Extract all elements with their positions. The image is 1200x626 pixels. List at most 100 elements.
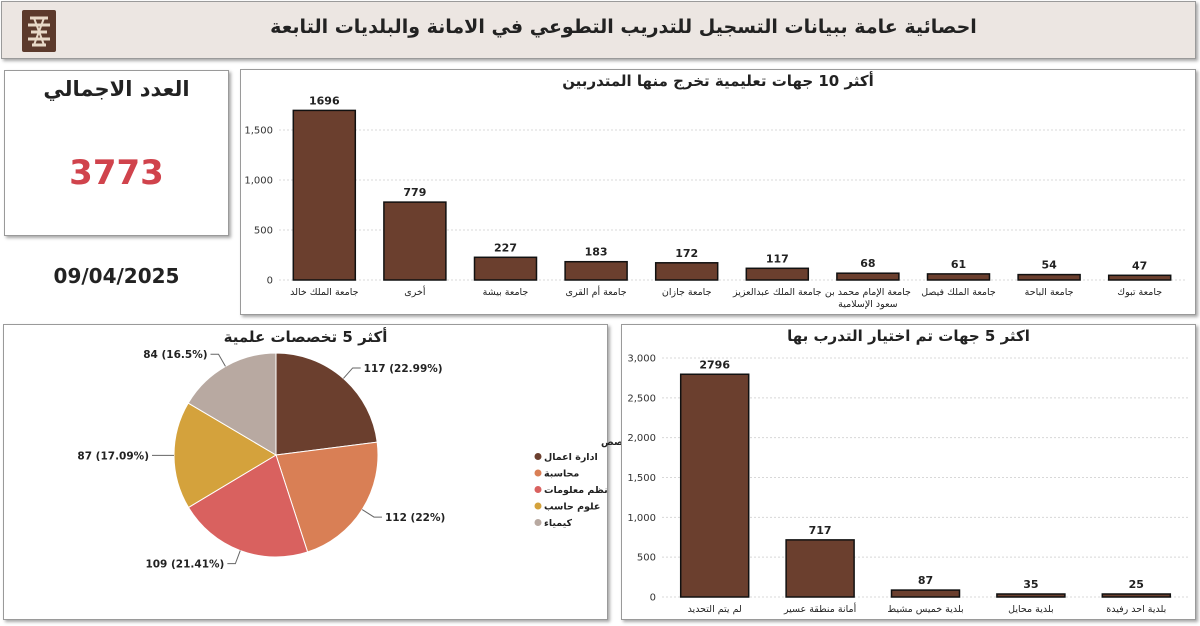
- x-category-line: جامعة الملك عبدالعزيز: [732, 287, 822, 298]
- x-category-label: جامعة الملك عبدالعزيز: [732, 287, 822, 298]
- pie-data-label: 117 (22.99%): [364, 363, 443, 375]
- legend-swatch: [534, 469, 542, 477]
- legend-item: محاسبة: [544, 469, 579, 480]
- y-tick-label: 2,500: [627, 393, 656, 404]
- x-category-label: بلدية خميس مشيط: [887, 604, 963, 615]
- x-category-line: جامعة الإمام محمد بن: [825, 287, 911, 298]
- pie-leader-line: [361, 509, 382, 518]
- pie-leader-line: [210, 353, 226, 367]
- legend-swatch: [534, 502, 542, 510]
- x-category-label: أمانة منطقة عسير: [783, 602, 857, 615]
- data-label: 1696: [309, 94, 340, 107]
- data-label: 35: [1023, 578, 1038, 591]
- x-category-line: جامعة أم القرى: [566, 285, 627, 298]
- x-category-label: جامعة الباحة: [1025, 287, 1074, 298]
- x-category-label: أخرى: [404, 285, 426, 298]
- bar: [654, 262, 719, 281]
- top-specializations-svg: 117 (22.99%) 112 (22%) 109 (21.41%) 87 (17.…: [77, 349, 640, 571]
- data-label: 117: [766, 252, 789, 265]
- report-date: 09/04/2025: [53, 264, 180, 288]
- x-category-label: جامعة الإمام محمد بن سعود الإسلامية: [825, 287, 911, 310]
- y-tick-label: 0: [267, 276, 273, 287]
- bar: [564, 260, 628, 281]
- bar: [1107, 274, 1172, 281]
- pie-leader-line: [343, 367, 361, 379]
- pie-data-label: 109 (21.41%): [145, 559, 224, 571]
- top-institutions-svg: 0 500 1,000 1,500 1696 جامعة الملك خالد 779 أخر…: [244, 94, 1185, 310]
- top-specializations-chart: أكثر 5 تخصصات علمية 117 (22.99%) 112 (22%…: [3, 324, 641, 620]
- data-label: 25: [1129, 578, 1144, 591]
- y-tick-label: 2,000: [627, 433, 656, 444]
- data-label: 2796: [699, 358, 730, 371]
- pie-slice: [275, 352, 378, 456]
- pie-leader-line: [227, 550, 241, 565]
- bar: [292, 109, 357, 281]
- top-training-entities-chart: اكثر 5 جهات تم اختيار التدرب بها 0 500 1,0…: [621, 324, 1196, 620]
- legend-item: كيمياء: [544, 518, 573, 529]
- x-category-label: بلدية محايل: [1008, 604, 1054, 615]
- x-category-line: بلدية احد رفيدة: [1106, 604, 1166, 615]
- bar: [679, 373, 750, 598]
- y-tick-label: 500: [254, 226, 273, 237]
- x-category-line: أمانة منطقة عسير: [783, 602, 857, 615]
- y-tick-label: 3,000: [627, 354, 656, 365]
- x-category-line: جامعة الباحة: [1025, 287, 1074, 298]
- data-label: 87: [918, 574, 933, 587]
- data-label: 54: [1041, 259, 1057, 272]
- x-category-line: سعود الإسلامية: [838, 299, 897, 310]
- chart-title: اكثر 5 جهات تم اختيار التدرب بها: [787, 327, 1030, 345]
- page-title: احصائية عامة ببيانات التسجيل للتدريب الت…: [270, 16, 977, 38]
- x-category-line: بلدية محايل: [1008, 604, 1054, 615]
- bar: [890, 589, 961, 598]
- data-label: 183: [585, 246, 608, 259]
- bar: [745, 267, 810, 281]
- chart-title: أكثر 5 تخصصات علمية: [223, 328, 388, 346]
- legend-item: علوم حاسب: [544, 502, 600, 513]
- x-category-line: جامعة الملك خالد: [290, 287, 359, 298]
- legend-item: ادارة اعمال: [544, 452, 598, 463]
- top-training-entities-svg: 0 500 1,000 1,500 2,000 2,500 3,000 2796 لم يتم …: [627, 354, 1189, 615]
- x-category-line: جامعة جازان: [662, 287, 712, 298]
- bar: [1101, 593, 1172, 598]
- x-category-label: جامعة الملك خالد: [290, 287, 359, 298]
- pie-data-label: 112 (22%): [385, 512, 445, 524]
- data-label: 61: [951, 258, 966, 271]
- data-label: 68: [860, 257, 875, 270]
- x-category-line: جامعة تبوك: [1117, 287, 1162, 298]
- x-category-line: لم يتم التحديد: [688, 604, 742, 615]
- legend-swatch: [534, 486, 542, 493]
- x-category-label: جامعة الملك فيصل: [921, 287, 996, 298]
- logo-icon: [22, 10, 56, 52]
- total-value: 3773: [69, 153, 164, 193]
- data-label: 717: [809, 524, 832, 537]
- pie-slice: [173, 402, 277, 509]
- x-category-label: بلدية احد رفيدة: [1106, 604, 1166, 615]
- chart-title: أكثر 10 جهات تعليمية تخرج منها المتدربين: [562, 72, 874, 90]
- pie-slice: [275, 441, 379, 553]
- x-category-label: جامعة جازان: [662, 287, 712, 298]
- bar: [926, 273, 991, 281]
- x-category-line: جامعة الملك فيصل: [921, 287, 996, 298]
- data-label: 227: [494, 241, 517, 254]
- bar: [383, 201, 447, 281]
- data-label: 172: [675, 247, 698, 260]
- y-tick-label: 1,500: [244, 126, 273, 137]
- x-category-label: جامعة بيشة: [483, 287, 529, 298]
- legend-swatch: [534, 453, 542, 460]
- legend-item: نظم معلومات: [544, 485, 608, 496]
- x-category-label: لم يتم التحديد: [688, 604, 742, 615]
- bar: [473, 256, 538, 281]
- top-institutions-chart: أكثر 10 جهات تعليمية تخرج منها المتدربين…: [240, 69, 1196, 315]
- total-label: العدد الاجمالي: [43, 77, 190, 101]
- total-card: العدد الاجمالي 3773: [4, 70, 229, 236]
- y-tick-label: 1,000: [244, 176, 273, 187]
- y-tick-label: 1,000: [627, 513, 656, 524]
- bar: [1017, 273, 1081, 281]
- legend-title: التخصص: [601, 437, 641, 448]
- y-tick-label: 0: [650, 593, 656, 604]
- y-tick-label: 500: [637, 553, 656, 564]
- bar: [785, 539, 855, 598]
- bar: [836, 272, 900, 281]
- data-label: 779: [403, 186, 426, 199]
- legend-swatch: [534, 519, 542, 526]
